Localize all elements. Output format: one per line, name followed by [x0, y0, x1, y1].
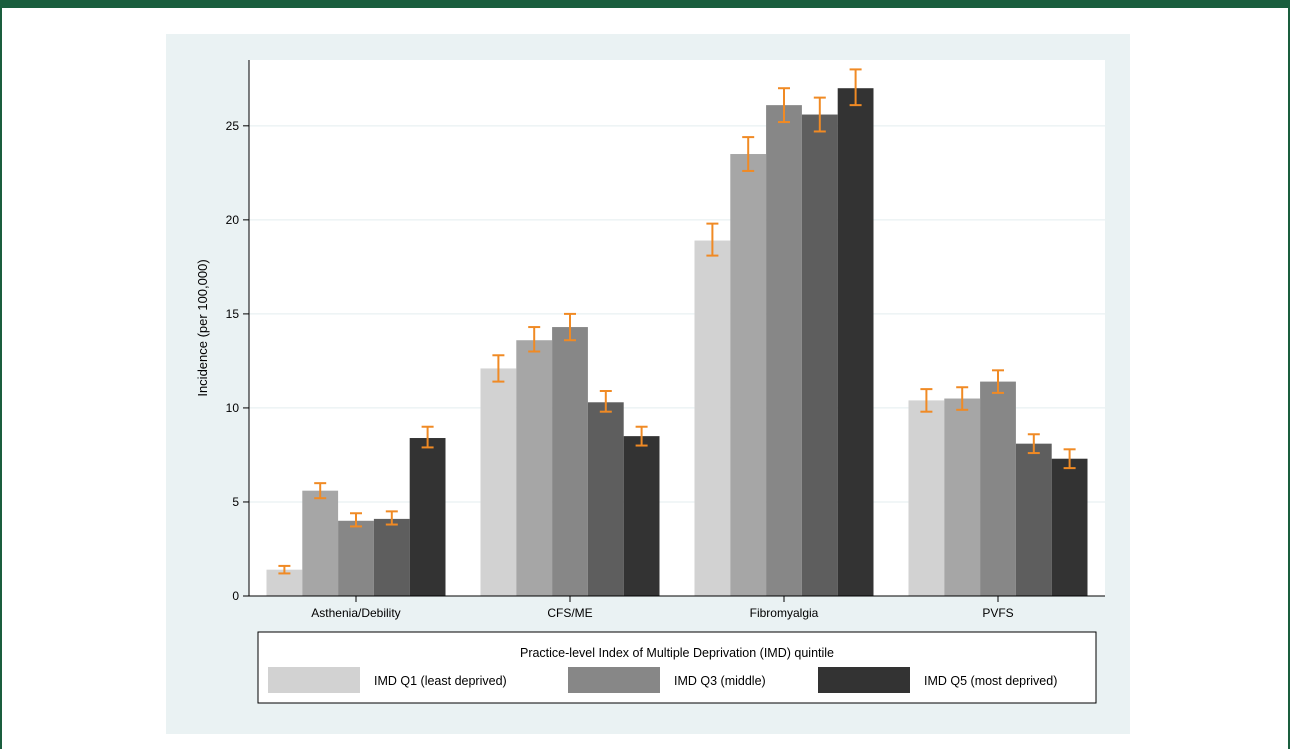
- bar: [694, 240, 731, 596]
- bar: [1051, 458, 1088, 596]
- legend-swatch: [568, 667, 660, 693]
- y-tick-label: 0: [232, 589, 239, 603]
- error-bar: [778, 87, 790, 124]
- y-tick-label: 15: [226, 307, 240, 321]
- y-axis-ticks: 0 5 10 15 20 25: [226, 119, 249, 603]
- error-bar: [1063, 448, 1076, 470]
- error-bar: [849, 68, 862, 107]
- y-tick-label: 5: [232, 495, 239, 509]
- error-bar: [920, 388, 933, 413]
- bar: [730, 154, 767, 596]
- error-bar: [599, 390, 612, 413]
- legend-label: IMD Q1 (least deprived): [374, 674, 507, 688]
- x-axis-ticks: Asthenia/Debility CFS/ME Fibromyalgia PVFS: [311, 596, 1014, 620]
- bar: [552, 327, 588, 596]
- error-bar: [528, 326, 541, 353]
- y-tick-label: 10: [226, 401, 240, 415]
- bar: [766, 105, 802, 596]
- error-bars: [278, 68, 1076, 575]
- bars: [266, 88, 1088, 597]
- bar: [409, 438, 446, 596]
- error-bar: [1027, 433, 1040, 455]
- error-bar: [350, 512, 362, 528]
- legend-swatch: [818, 667, 910, 693]
- error-bar: [564, 312, 576, 342]
- error-bar: [278, 564, 291, 575]
- legend-entry: IMD Q1 (least deprived): [268, 667, 507, 693]
- legend-title: Practice-level Index of Multiple Depriva…: [520, 646, 834, 660]
- bar: [980, 381, 1016, 596]
- bar: [944, 398, 981, 596]
- error-bar: [314, 482, 327, 500]
- error-bar: [385, 510, 398, 526]
- error-bar: [492, 354, 505, 383]
- x-tick-label: Fibromyalgia: [750, 606, 819, 620]
- legend-swatch: [268, 667, 360, 693]
- error-bar: [813, 96, 826, 133]
- bar: [801, 114, 838, 597]
- bar: [516, 340, 553, 596]
- bar: [1015, 443, 1052, 596]
- x-tick-label: PVFS: [982, 606, 1013, 620]
- error-bar: [635, 425, 648, 447]
- bar: [908, 400, 945, 596]
- bar: [623, 436, 660, 596]
- bar: [338, 520, 374, 596]
- y-tick-label: 25: [226, 119, 240, 133]
- error-bar: [956, 386, 969, 411]
- bar: [587, 402, 624, 596]
- x-tick-label: Asthenia/Debility: [311, 606, 400, 620]
- y-axis-title: Incidence (per 100,000): [195, 259, 210, 396]
- legend-entry: IMD Q5 (most deprived): [818, 667, 1057, 693]
- legend-entry: IMD Q3 (middle): [568, 667, 766, 693]
- legend: Practice-level Index of Multiple Depriva…: [257, 631, 1097, 704]
- legend-entries: IMD Q1 (least deprived) IMD Q3 (middle) IM…: [268, 667, 1057, 693]
- error-bar: [706, 222, 719, 257]
- bar: [302, 490, 339, 596]
- legend-label: IMD Q3 (middle): [674, 674, 766, 688]
- legend-box: [257, 631, 1097, 704]
- bar: [373, 518, 410, 596]
- error-bar: [742, 136, 755, 172]
- error-bar: [992, 369, 1004, 394]
- y-tick-label: 20: [226, 213, 240, 227]
- bar: [837, 88, 874, 597]
- error-bar: [421, 425, 434, 449]
- x-tick-label: CFS/ME: [547, 606, 592, 620]
- bar: [480, 368, 517, 596]
- legend-label: IMD Q5 (most deprived): [924, 674, 1057, 688]
